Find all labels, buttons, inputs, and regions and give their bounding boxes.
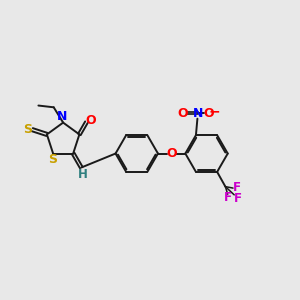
Text: F: F — [234, 192, 242, 205]
Text: N: N — [56, 110, 67, 123]
Text: F: F — [224, 191, 232, 204]
Text: H: H — [78, 167, 88, 181]
Text: O: O — [177, 106, 188, 120]
Text: S: S — [23, 123, 32, 136]
Text: S: S — [48, 153, 57, 166]
Text: O: O — [85, 114, 96, 127]
Text: F: F — [232, 181, 241, 194]
Text: O: O — [167, 147, 177, 160]
Text: O: O — [204, 106, 214, 120]
Text: N: N — [193, 106, 203, 120]
Text: −: − — [209, 105, 220, 118]
